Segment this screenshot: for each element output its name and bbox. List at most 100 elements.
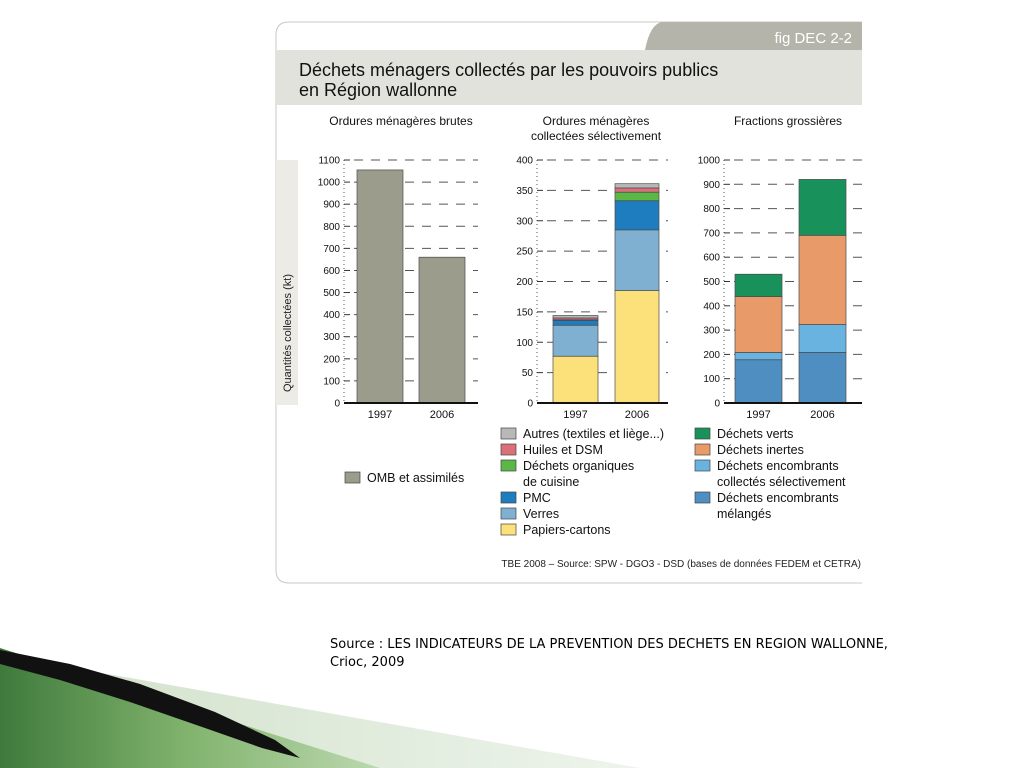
chart-2-x-tick-label: 2006 [625, 409, 649, 421]
chart-2-bar-1997-s1 [552, 355, 599, 404]
chart-2-title: collectées sélectivement [531, 129, 662, 143]
chart-3-bar-2006-s1 [798, 352, 847, 404]
chart-3-y-tick-label: 200 [703, 350, 720, 361]
chart-2-y-tick-label: 250 [516, 247, 533, 258]
chart-3-bar-1997-s1 [734, 359, 783, 404]
chart-2-y-tick-label: 100 [516, 338, 533, 349]
legend-c2-6-label: Papiers-cartons [523, 523, 611, 537]
chart-2-bar-2006-s4 [614, 191, 660, 202]
chart-2-y-tick-label: 300 [516, 216, 533, 227]
legend-c2-1-swatch [500, 427, 517, 440]
legend-c3-1-swatch [694, 427, 711, 440]
chart-3-y-tick-label: 500 [703, 277, 720, 288]
chart-3-title: Fractions grossières [734, 114, 842, 128]
charts-root: Ordures ménagères brutes0100200300400500… [318, 114, 862, 537]
chart-2-y-tick-label: 50 [522, 368, 534, 379]
legend-c2-5-label: Verres [523, 507, 559, 521]
chart-3-x-tick-label: 1997 [746, 409, 770, 421]
chart-3-y-tick-label: 600 [703, 253, 720, 264]
chart-3-y-tick-label: 400 [703, 301, 720, 312]
chart-1-y-tick-label: 300 [323, 332, 340, 343]
chart-1-y-tick-label: 200 [323, 354, 340, 365]
chart-2-y-tick-label: 0 [527, 399, 533, 410]
chart-3-bar-2006-s3 [798, 234, 847, 325]
chart-2-bar-2006-s1 [614, 290, 660, 404]
y-axis-label: Quantités collectées (kt) [282, 274, 294, 392]
chart-3-bar-1997-s2 [734, 352, 783, 361]
deco-dark-swoosh [0, 650, 300, 758]
chart-3-bar-1997-s3 [734, 296, 783, 353]
chart-3-y-tick-label: 800 [703, 204, 720, 215]
chart-1-x-tick-label: 1997 [368, 409, 392, 421]
chart-2-y-tick-label: 400 [516, 156, 533, 167]
chart-2-bar-2006-s2 [614, 229, 660, 291]
legend-c2-4-label: PMC [523, 491, 551, 505]
chart-3-y-tick-label: 300 [703, 326, 720, 337]
chart-2-x-tick-label: 1997 [563, 409, 587, 421]
chart-1-y-tick-label: 900 [323, 200, 340, 211]
chart-2-y-tick-label: 350 [516, 186, 533, 197]
chart-2-title: Ordures ménagères [543, 114, 650, 128]
chart-2-bar-1997-s6 [552, 315, 599, 319]
legend-c2-3-label: Déchets organiques [523, 459, 634, 473]
chart-3-y-tick-label: 0 [714, 399, 720, 410]
figure-footer: TBE 2008 – Source: SPW - DGO3 - DSD (bas… [501, 559, 861, 570]
chart-3-y-tick-label: 700 [703, 228, 720, 239]
chart-1-x-tick-label: 2006 [430, 409, 454, 421]
legend-c2-5-swatch [500, 507, 517, 520]
figure-header-band [276, 50, 862, 105]
legend-omb-label: OMB et assimilés [367, 471, 464, 485]
chart-2-bar-2006-s6 [614, 183, 660, 189]
legend-c3-4-label: mélangés [717, 507, 771, 521]
chart-3-y-tick-label: 100 [703, 374, 720, 385]
chart-2-bar-2006-s3 [614, 200, 660, 231]
legend-c3-3-label: Déchets encombrants [717, 459, 839, 473]
chart-1-y-tick-label: 500 [323, 288, 340, 299]
chart-1-y-tick-label: 1100 [318, 156, 340, 167]
chart-1-y-tick-label: 400 [323, 310, 340, 321]
chart-3-bar-2006-s2 [798, 324, 847, 353]
chart-3-bar-1997-s4 [734, 273, 783, 297]
legend-c3-4-swatch [694, 491, 711, 504]
legend-omb-swatch [344, 471, 361, 484]
chart-1-y-tick-label: 1000 [318, 178, 341, 189]
chart-2-y-tick-label: 150 [516, 307, 533, 318]
legend-c2-3-label: de cuisine [523, 475, 579, 489]
legend-c2-3-swatch [500, 459, 517, 472]
chart-1-y-tick-label: 100 [323, 376, 340, 387]
legend-c2-1-label: Autres (textiles et liège...) [523, 427, 664, 441]
chart-2-bar-1997-s3 [552, 320, 599, 326]
chart-3-y-tick-label: 1000 [698, 156, 721, 167]
chart-1-y-tick-label: 600 [323, 266, 340, 277]
chart-1-y-tick-label: 700 [323, 244, 340, 255]
chart-1-bar-2006-s1 [418, 256, 466, 404]
legend-c3-1-label: Déchets verts [717, 427, 793, 441]
legend-c3-3-label: collectés sélectivement [717, 475, 846, 489]
source-line-1: Source : LES INDICATEURS DE LA PREVENTIO… [330, 637, 888, 652]
legend-c3-2-swatch [694, 443, 711, 456]
legend-c2-2-swatch [500, 443, 517, 456]
legend-c3-4-label: Déchets encombrants [717, 491, 839, 505]
chart-1-title: Ordures ménagères brutes [329, 114, 472, 128]
legend-c3-3-swatch [694, 459, 711, 472]
figure-tag: fig DEC 2-2 [774, 30, 852, 47]
chart-3-bar-2006-s4 [798, 179, 847, 236]
legend-c2-4-swatch [500, 491, 517, 504]
chart-1-y-tick-label: 800 [323, 222, 340, 233]
legend-c2-2-label: Huiles et DSM [523, 443, 603, 457]
figure-title-line2: en Région wallonne [299, 80, 457, 100]
chart-1-y-tick-label: 0 [334, 399, 340, 410]
legend-c2-6-swatch [500, 523, 517, 536]
chart-2-bar-2006-s5 [614, 187, 660, 193]
chart-2-bar-1997-s2 [552, 324, 599, 357]
chart-3-y-tick-label: 900 [703, 180, 720, 191]
chart-2-y-tick-label: 200 [516, 277, 533, 288]
chart-1-bar-1997-s1 [356, 169, 404, 404]
figure-title-line1: Déchets ménagers collectés par les pouvo… [299, 60, 718, 80]
figure-tag-bg [645, 22, 862, 50]
ylabel-band [276, 160, 298, 405]
source-line-2: Crioc, 2009 [330, 655, 405, 670]
source-note: Source : LES INDICATEURS DE LA PREVENTIO… [330, 636, 1010, 672]
